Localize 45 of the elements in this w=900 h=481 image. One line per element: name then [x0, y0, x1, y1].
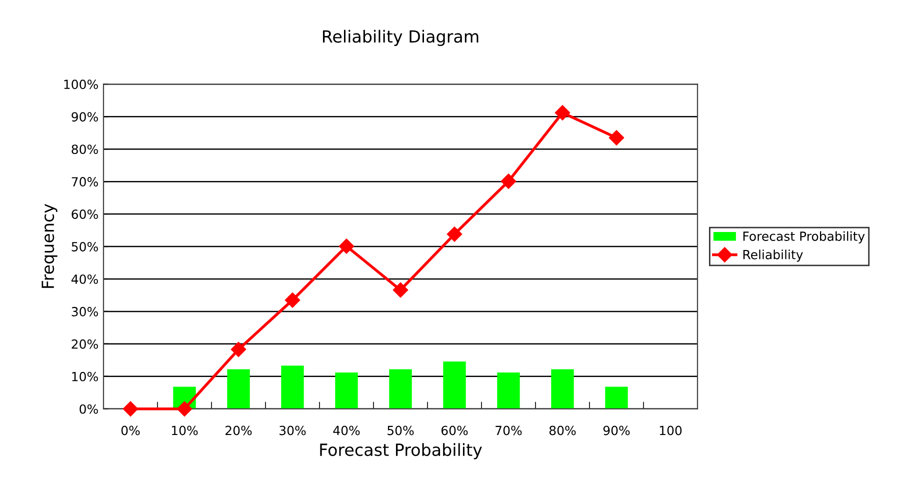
bar — [497, 372, 520, 409]
x-tick-label: 20% — [226, 426, 252, 436]
legend-label: Reliability — [743, 250, 803, 262]
y-tick-label: 100% — [64, 80, 98, 90]
point — [230, 342, 246, 358]
x-tick-label: 10% — [172, 426, 198, 436]
x-tick-label: 30% — [280, 426, 306, 436]
y-tick-label: 30% — [72, 306, 98, 316]
y-tick-label: 70% — [72, 177, 98, 187]
bar — [443, 361, 466, 409]
point — [176, 401, 192, 416]
point — [608, 130, 624, 146]
point — [392, 282, 408, 298]
legend-label: Forecast Probability — [743, 231, 865, 244]
point — [500, 174, 516, 189]
point — [122, 401, 138, 416]
x-tick-label: 70% — [496, 426, 522, 436]
y-tick-label: 60% — [72, 210, 98, 219]
x-tick-label: 80% — [549, 426, 576, 436]
bar — [281, 366, 304, 409]
y-tick-label: 80% — [72, 144, 98, 154]
y-axis-title: Frequency — [42, 204, 58, 288]
x-tick-label: 40% — [333, 426, 360, 436]
x-tick-label: 0% — [121, 426, 140, 436]
y-tick-label: 90% — [72, 112, 98, 122]
x-tick-label: 90% — [603, 426, 630, 436]
y-tick-label: 40% — [71, 274, 98, 284]
bar — [389, 369, 412, 409]
point — [554, 105, 570, 120]
y-tick-label: 0% — [80, 404, 98, 414]
bar — [551, 369, 574, 409]
x-tick-label: 100 — [660, 426, 682, 436]
y-tick-label: 20% — [72, 339, 98, 349]
point — [338, 238, 354, 254]
y-tick-label: 10% — [72, 372, 98, 382]
point — [446, 226, 462, 242]
x-tick-label: 50% — [388, 426, 414, 436]
chart-title: Reliability Diagram — [322, 30, 478, 46]
x-axis-title: Forecast Probability — [320, 443, 482, 460]
bar — [227, 369, 250, 409]
y-tick-label: 50% — [72, 242, 98, 252]
bar — [335, 372, 358, 409]
bar — [605, 386, 628, 409]
point — [284, 292, 300, 308]
x-tick-label: 60% — [441, 426, 468, 436]
